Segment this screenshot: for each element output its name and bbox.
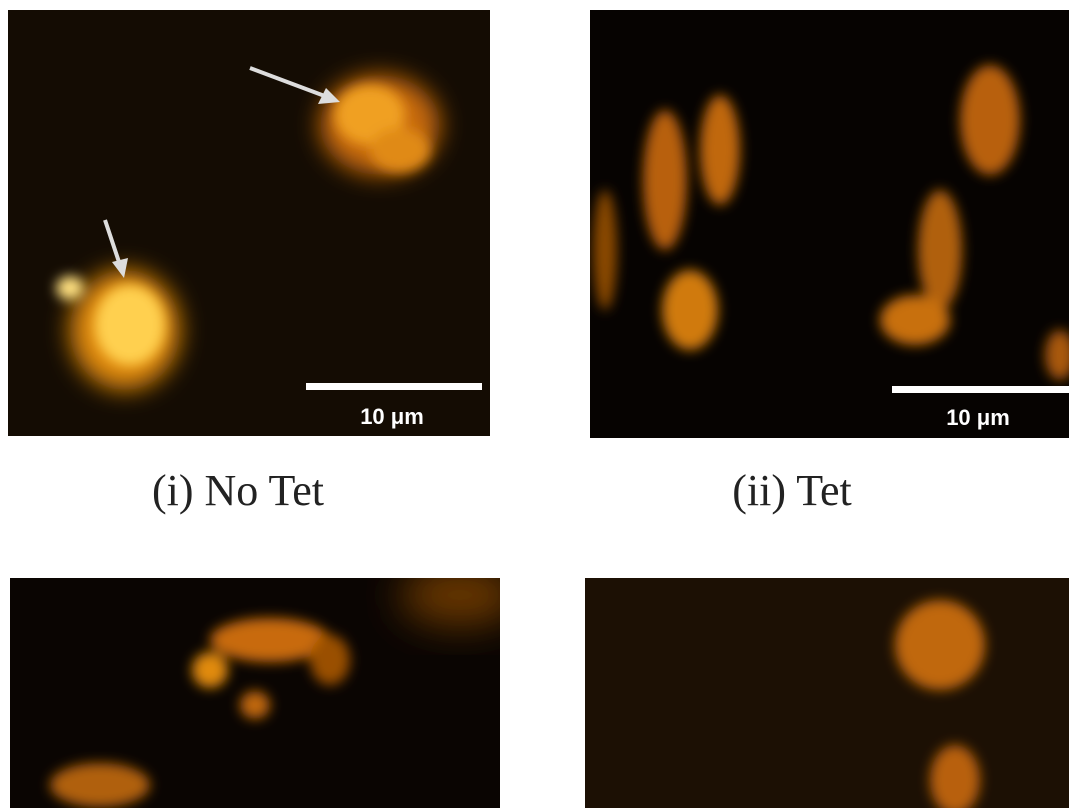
micrograph-no-tet: 10 μm	[8, 10, 490, 436]
micrograph-lower-left	[10, 565, 520, 808]
scale-bar	[892, 386, 1069, 393]
micrograph-lower-right	[585, 578, 1069, 808]
figure: 10 μm 10 μm (i) No Tet (ii) Tet	[0, 0, 1069, 808]
panel-caption: (i) No Tet	[152, 466, 324, 515]
panel-caption: (ii) Tet	[732, 466, 852, 515]
scale-bar	[306, 383, 482, 390]
scale-bar-label: 10 μm	[946, 405, 1010, 430]
micrograph-tet: 10 μm	[590, 10, 1069, 438]
page: {"panels": [ {"caption": "(i) No Tet", "…	[0, 0, 1069, 808]
scale-bar-label: 10 μm	[360, 404, 424, 429]
